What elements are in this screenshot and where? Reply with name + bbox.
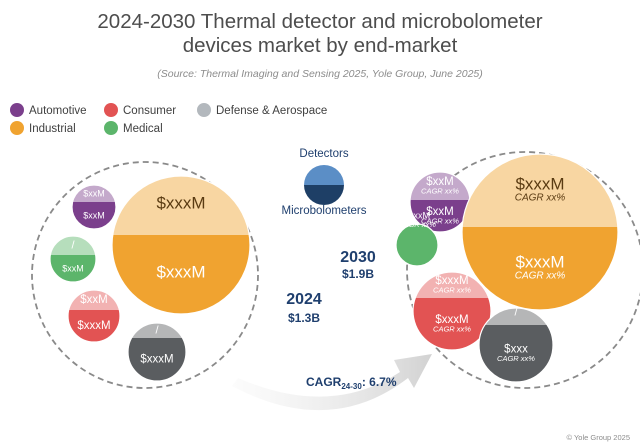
legend-item-defense: Defense & Aerospace	[197, 103, 328, 118]
bubble-2030-automotive-bottom-cagr: CAGR xx%	[421, 217, 459, 226]
bubble-2030-consumer-top-value: $xxxM	[435, 275, 468, 287]
bubble-2024-medical-bottom-value: $xxM	[62, 264, 84, 274]
bubble-2030-medical-top-value: $xxxM	[404, 211, 430, 221]
bubble-2030-industrial-edge	[461, 153, 619, 311]
copyright: © Yole Group 2025	[566, 433, 631, 442]
bubble-2024-consumer-edge	[67, 289, 121, 343]
bubble-2024-defense-aerospace-edge	[127, 322, 187, 382]
bubble-2030-defense-aerospace-top-value: /	[514, 307, 518, 319]
split-legend-bottom	[304, 185, 344, 205]
growth-arrow	[232, 354, 432, 411]
bubble-2030-medical-bottom	[396, 224, 438, 266]
bubble-2030-industrial-bottom-cagr: CAGR xx%	[515, 271, 566, 282]
year-2030-outline	[406, 151, 640, 389]
bubble-2024-automotive-top	[72, 185, 116, 202]
bubble-2024-automotive-edge	[71, 184, 117, 230]
legend-label-automotive: Automotive	[29, 105, 87, 118]
bubble-2030-automotive-top-cagr: CAGR xx%	[421, 187, 459, 196]
bubble-2030-industrial-top-cagr: CAGR xx%	[515, 193, 566, 204]
bubble-2030-industrial-bottom-value: $xxxM	[515, 253, 564, 272]
legend-item-consumer: Consumer	[104, 103, 177, 118]
bubble-2024-automotive-bottom-value: $xxM	[83, 211, 105, 221]
chart-title: 2024-2030 Thermal detector and microbolo…	[0, 10, 640, 58]
cagr-label-sub: 24-30	[341, 382, 362, 391]
bubble-2024-automotive	[71, 184, 117, 230]
bubble-2024-consumer-top-value: $xxM	[80, 294, 107, 306]
bubble-2030-automotive-bottom-value: $xxM	[426, 206, 453, 218]
bubble-2030-consumer-top-cagr: CAGR xx%	[433, 286, 471, 295]
bubble-2030-consumer-bottom-value: $xxxM	[435, 314, 468, 326]
bubble-2030-medical	[395, 223, 439, 267]
bubble-2024-medical-top	[50, 236, 96, 255]
legend-item-industrial: Industrial	[10, 121, 76, 136]
legend-dot-medical	[104, 121, 118, 135]
bubble-2024-defense-aerospace	[127, 322, 187, 382]
split-legend-top-label: Detectors	[299, 148, 348, 160]
bubble-2024-automotive-top-value: $xxM	[83, 189, 105, 199]
year-2024-outline	[31, 161, 259, 389]
bubble-2030-defense-aerospace-edge	[478, 307, 554, 383]
cagr-label: CAGR24-30: 6.7%	[306, 375, 397, 391]
chart-source: (Source: Thermal Imaging and Sensing 202…	[157, 68, 483, 80]
chart-title-line1: 2024-2030 Thermal detector and microbolo…	[97, 10, 543, 33]
legend-label-industrial: Industrial	[29, 123, 76, 136]
year-2024-label: 2024	[286, 291, 322, 308]
cagr-label-main: CAGR	[306, 375, 342, 389]
legend-item-medical: Medical	[104, 121, 163, 136]
bubble-2030-medical-edge	[395, 223, 439, 267]
bubble-2024-consumer-bottom-value: $xxxM	[77, 320, 110, 332]
bubble-2024-medical-edge	[49, 235, 97, 283]
bubble-2024-industrial-edge	[111, 175, 251, 315]
year-2030-total: $1.9B	[342, 267, 374, 281]
split-legend-top	[304, 165, 344, 185]
year-2030-label: 2030	[340, 249, 376, 266]
split-legend-bottom-label: Microbolometers	[282, 205, 367, 217]
legend-dot-industrial	[10, 121, 24, 135]
legend-item-automotive: Automotive	[10, 103, 87, 118]
legend-dot-defense	[197, 103, 211, 117]
bubble-2030-automotive-top-value: $xxM	[426, 176, 453, 188]
bubble-2024-defense-aerospace-top-value: /	[155, 325, 159, 337]
legend-label-defense: Defense & Aerospace	[216, 105, 328, 118]
bubble-2024-industrial-top-value: $xxxM	[156, 194, 205, 213]
bubble-2030-medical-top-cagr: CAGR xx%	[398, 220, 436, 229]
bubble-2030-defense-aerospace-bottom-value: $xxx	[504, 344, 528, 356]
legend-dot-consumer	[104, 103, 118, 117]
bubble-2030-defense-aerospace-bottom-cagr: CAGR xx%	[497, 354, 535, 363]
bubble-2024-medical-top-value: /	[71, 240, 75, 252]
bubble-2024-industrial-bottom-value: $xxxM	[156, 263, 205, 282]
cagr-label-value: : 6.7%	[362, 375, 397, 389]
bubble-2030-consumer-edge	[412, 271, 492, 351]
legend-dot-automotive	[10, 103, 24, 117]
bubble-2024-consumer-top	[68, 290, 120, 310]
chart-title-line2: devices market by end-market	[182, 34, 458, 57]
year-2024-total: $1.3B	[288, 311, 320, 325]
legend-label-consumer: Consumer	[123, 105, 177, 118]
bubble-2030-consumer-bottom-cagr: CAGR xx%	[433, 325, 471, 334]
legend-label-medical: Medical	[123, 123, 163, 136]
bubble-2030-industrial-top-value: $xxxM	[515, 175, 564, 194]
bubble-2024-defense-aerospace-bottom-value: $xxxM	[140, 354, 173, 366]
